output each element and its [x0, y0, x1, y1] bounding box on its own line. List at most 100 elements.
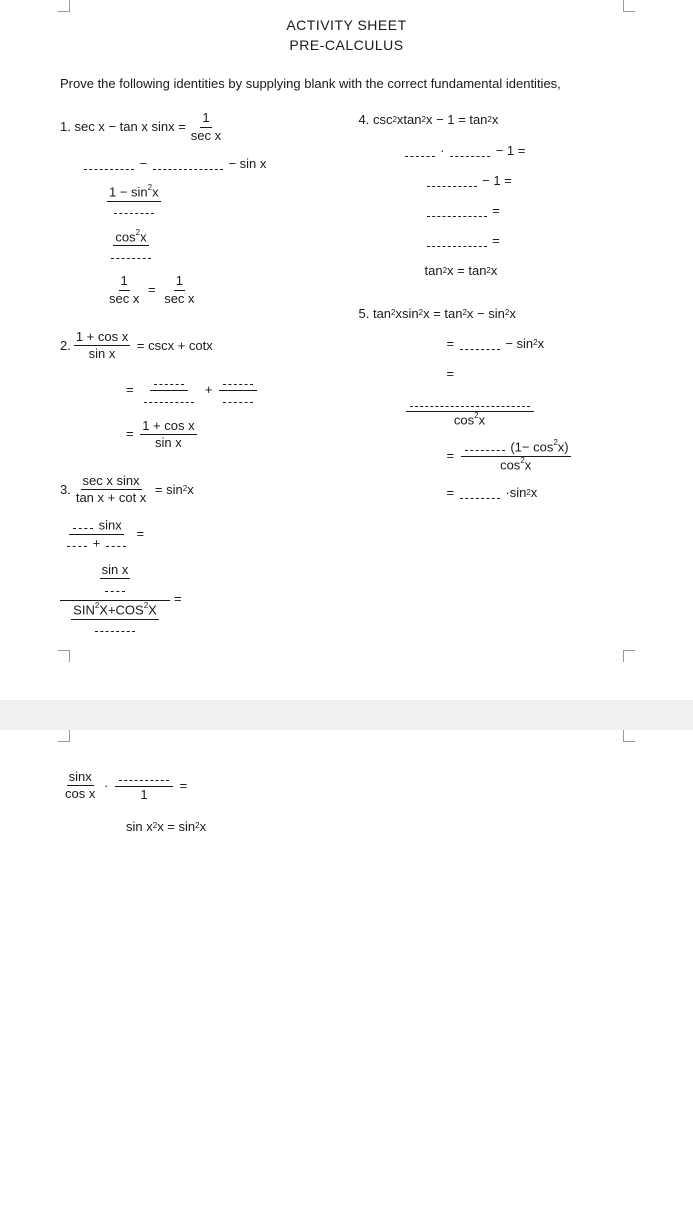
math-text: = [447, 335, 455, 353]
problem-5: 5. tan2xsin2x = tan2x − sin2x = − sin2x … [359, 305, 634, 503]
fraction: 1 sec x [107, 274, 141, 306]
p1-line2: − − sin x [60, 155, 335, 173]
superscript: 2 [474, 411, 478, 420]
blank [427, 205, 487, 217]
worksheet-page-1: ACTIVITY SHEET PRE-CALCULUS Prove the fo… [0, 0, 693, 700]
fraction: 1 sec x [162, 274, 196, 306]
math-text: x [187, 481, 194, 499]
math-text: X [148, 602, 157, 617]
problem-2: 2. 1 + cos x sin x = cscx + cotx = + [60, 330, 335, 450]
problem-1: 1. sec x − tan x sinx = 1 sec x − − sin … [60, 111, 335, 306]
superscript: 2 [183, 483, 187, 494]
fraction: sinx cos x [63, 770, 97, 802]
problem-number: 2. [60, 337, 71, 355]
math-text: = [136, 525, 144, 543]
denominator [91, 620, 139, 636]
denominator: sec x [162, 291, 196, 306]
compound-fraction: sin x SIN2X+COS2X [60, 563, 170, 636]
math-text: = [447, 447, 455, 465]
p5-line3b: cos2x [359, 395, 634, 428]
pg2-line2: sin x2x = sin2x [60, 818, 633, 836]
blank [114, 203, 154, 215]
numerator: sec x sinx [81, 474, 142, 490]
p5-line1: 5. tan2xsin2x = tan2x − sin2x [359, 305, 634, 323]
superscript: 2 [526, 487, 530, 498]
superscript: 2 [443, 265, 447, 276]
denominator [107, 246, 155, 262]
math-text: tan [373, 305, 391, 323]
columns: 1. sec x − tan x sinx = 1 sec x − − sin … [60, 111, 633, 659]
math-text: csc [373, 111, 393, 129]
blank [450, 145, 490, 157]
math-text: x [491, 262, 498, 280]
p4-line2: · − 1 = [359, 142, 634, 160]
numerator: 1 − sin2x [107, 185, 161, 202]
blank [427, 175, 477, 187]
blank [67, 536, 87, 548]
superscript: 2 [487, 114, 491, 125]
p5-line4: = (1− cos2x) cos2x [359, 440, 634, 473]
crop-mark [58, 650, 70, 662]
math-text: x = tan [423, 305, 462, 323]
p3-line3: sin x SIN2X+COS2X [60, 563, 335, 636]
superscript: 2 [419, 307, 423, 318]
fraction [219, 374, 257, 407]
math-text: sin x [126, 818, 153, 836]
math-text: = [180, 777, 188, 795]
crop-mark [58, 0, 70, 12]
worksheet-page-2: sinx cos x · 1 = sin x2x = sin2x [0, 730, 693, 968]
p1-line3: 1 − sin2x [60, 185, 335, 218]
page-break-gap [0, 700, 693, 730]
math-text: = [492, 232, 500, 250]
denominator: tan x + cot x [74, 490, 148, 505]
crop-mark [58, 730, 70, 742]
left-column: 1. sec x − tan x sinx = 1 sec x − − sin … [60, 111, 335, 659]
math-text: xtan [397, 111, 422, 129]
math-text: = [447, 484, 455, 502]
blank [460, 488, 500, 500]
superscript: 2 [462, 307, 466, 318]
math-text: tan x sinx [120, 118, 175, 136]
superscript: 2 [505, 307, 509, 318]
blank [223, 392, 253, 404]
math-text: = [148, 281, 156, 299]
denominator: cos2x [498, 457, 533, 473]
math-text: − 1 = [436, 111, 466, 129]
blank [73, 518, 93, 530]
math-text: cos [115, 229, 135, 244]
denominator: cos2x [452, 412, 487, 428]
blank [106, 536, 126, 548]
math-text: x [200, 818, 207, 836]
numerator: 1 + cos x [74, 330, 130, 346]
problem-4: 4. csc2xtan2x − 1 = tan2x · − 1 = − 1 = [359, 111, 634, 280]
p2-line3: = 1 + cos x sin x [60, 419, 335, 451]
blank [465, 440, 505, 452]
math-text: x [531, 484, 538, 502]
math-text: − sin x [228, 155, 266, 173]
page-title: ACTIVITY SHEET [60, 16, 633, 36]
p2-line2: = + [60, 374, 335, 407]
denominator: sec x [189, 128, 223, 143]
numerator: 1 [119, 274, 130, 290]
denominator: sec x [107, 291, 141, 306]
math-text: − [140, 155, 148, 173]
math-text: = [155, 481, 163, 499]
math-text: x [509, 305, 516, 323]
p4-line4: = [359, 202, 634, 220]
blank [111, 247, 151, 259]
math-text: cscx + cotx [148, 337, 213, 355]
math-text: sin [166, 481, 183, 499]
math-text: = [492, 202, 500, 220]
superscript: 2 [95, 601, 99, 610]
p4-line1: 4. csc2xtan2x − 1 = tan2x [359, 111, 634, 129]
math-text: − [477, 305, 485, 323]
superscript: 2 [533, 337, 537, 348]
superscript: 2 [391, 307, 395, 318]
fraction: sinx + [63, 518, 130, 551]
blank [154, 374, 184, 386]
header: ACTIVITY SHEET PRE-CALCULUS [60, 10, 633, 55]
pg2-line1: sinx cos x · 1 = [60, 770, 633, 802]
math-text: − [108, 118, 116, 136]
numerator: cos2x [113, 230, 148, 247]
math-text: x [479, 412, 486, 427]
